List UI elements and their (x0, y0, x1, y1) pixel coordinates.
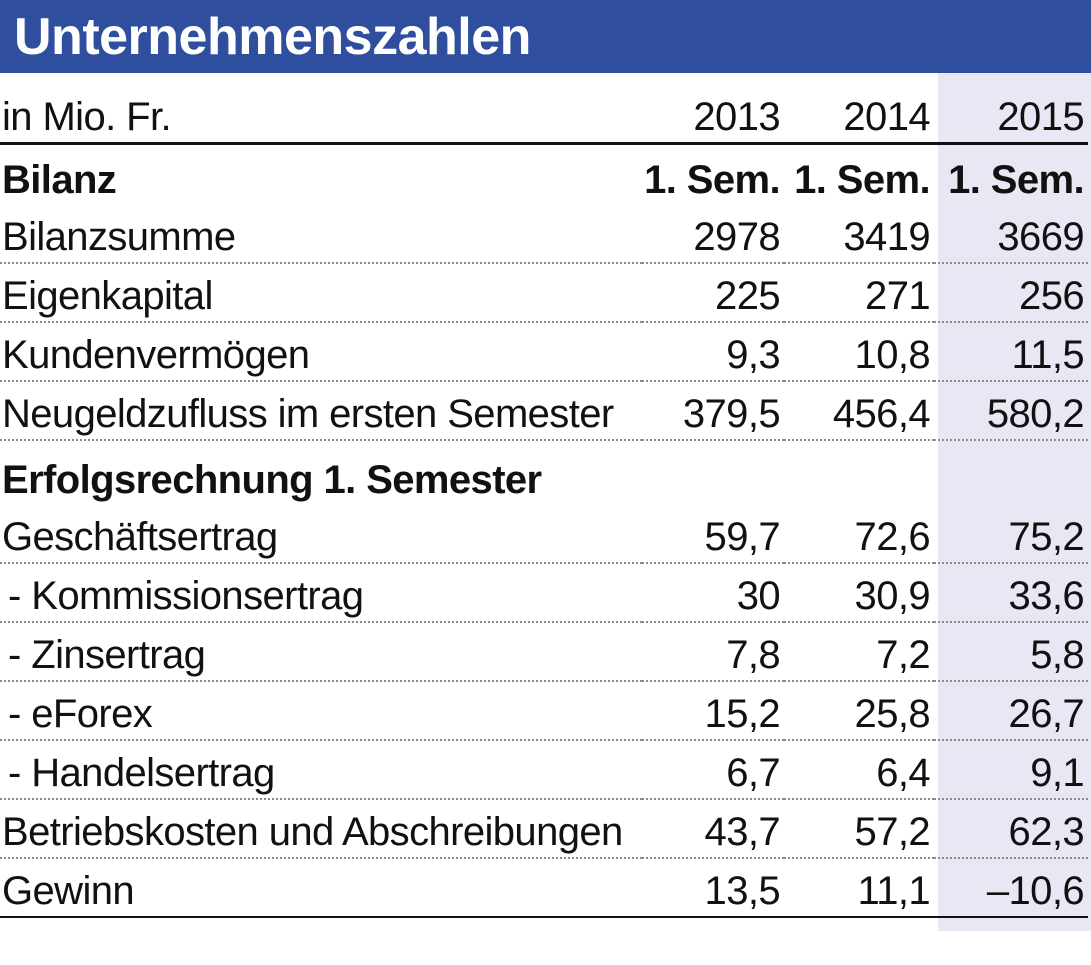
row-label: Eigenkapital (0, 263, 642, 323)
section-heading-bilanz: Bilanz (2, 158, 117, 202)
cell-value: 5,8 (934, 622, 1088, 682)
row-label: Neugeldzufluss im ersten Semester (0, 381, 642, 441)
row-label: - eForex (0, 681, 642, 741)
cell-value: 9,3 (642, 322, 784, 382)
cell-value: 25,8 (784, 681, 934, 741)
section-heading-erfolgsrechnung: Erfolgsrechnung 1. Semester (2, 458, 542, 502)
row-label: Gewinn (0, 858, 642, 918)
table-row: Kundenvermögen 9,3 10,8 11,5 (0, 322, 1088, 382)
cell-value: 256 (934, 263, 1088, 323)
year-header-row: in Mio. Fr. 2013 2014 2015 (0, 86, 1088, 145)
page-title: Unternehmenszahlen (14, 8, 531, 66)
cell-value: 2978 (642, 205, 784, 264)
table-row: - eForex 15,2 25,8 26,7 (0, 681, 1088, 741)
row-label: Betriebskosten und Abschreibungen (0, 799, 642, 859)
empty-cell (934, 440, 1088, 505)
cell-value: 7,2 (784, 622, 934, 682)
cell-value: 580,2 (934, 381, 1088, 441)
erfolgsrechnung-header-row: Erfolgsrechnung 1. Semester (0, 440, 1088, 505)
year-header: 2014 (784, 86, 934, 145)
table-row: - Kommissionsertrag 30 30,9 33,6 (0, 563, 1088, 623)
cell-value: 3669 (934, 205, 1088, 264)
table-row: - Zinsertrag 7,8 7,2 5,8 (0, 622, 1088, 682)
table-row: Neugeldzufluss im ersten Semester 379,5 … (0, 381, 1088, 441)
cell-value: 9,1 (934, 740, 1088, 800)
period-header: 1. Sem. (644, 158, 780, 202)
table-row: Betriebskosten und Abschreibungen 43,7 5… (0, 799, 1088, 859)
cell-value: 75,2 (934, 505, 1088, 564)
cell-value: 379,5 (642, 381, 784, 441)
cell-value: 3419 (784, 205, 934, 264)
cell-value: 15,2 (642, 681, 784, 741)
cell-value: 57,2 (784, 799, 934, 859)
cell-value: 10,8 (784, 322, 934, 382)
cell-value: 33,6 (934, 563, 1088, 623)
row-label: Bilanzsumme (0, 205, 642, 264)
cell-value: 62,3 (934, 799, 1088, 859)
cell-value: 72,6 (784, 505, 934, 564)
cell-value: –10,6 (934, 858, 1088, 918)
row-label: - Handelsertrag (0, 740, 642, 800)
row-label: Geschäftsertrag (0, 505, 642, 564)
cell-value: 7,8 (642, 622, 784, 682)
table-row: Geschäftsertrag 59,7 72,6 75,2 (0, 505, 1088, 564)
cell-value: 11,5 (934, 322, 1088, 382)
table-row: Bilanzsumme 2978 3419 3669 (0, 205, 1088, 264)
table-row: Gewinn 13,5 11,1 –10,6 (0, 858, 1088, 918)
table-row: - Handelsertrag 6,7 6,4 9,1 (0, 740, 1088, 800)
cell-value: 6,4 (784, 740, 934, 800)
cell-value: 271 (784, 263, 934, 323)
cell-value: 26,7 (934, 681, 1088, 741)
row-label: - Kommissionsertrag (0, 563, 642, 623)
cell-value: 13,5 (642, 858, 784, 918)
row-label: Kundenvermögen (0, 322, 642, 382)
table-row: Eigenkapital 225 271 256 (0, 263, 1088, 323)
bilanz-header-row: Bilanz 1. Sem. 1. Sem. 1. Sem. (0, 144, 1088, 206)
cell-value: 11,1 (784, 858, 934, 918)
financial-table: in Mio. Fr. 2013 2014 2015 Bilanz 1. Sem… (0, 86, 1088, 918)
period-header: 1. Sem. (794, 158, 930, 202)
cell-value: 30 (642, 563, 784, 623)
row-label: - Zinsertrag (0, 622, 642, 682)
title-bar: Unternehmenszahlen (0, 0, 1091, 73)
cell-value: 30,9 (784, 563, 934, 623)
cell-value: 59,7 (642, 505, 784, 564)
year-header: 2013 (642, 86, 784, 145)
cell-value: 225 (642, 263, 784, 323)
year-header: 2015 (934, 86, 1088, 145)
cell-value: 43,7 (642, 799, 784, 859)
cell-value: 6,7 (642, 740, 784, 800)
period-header: 1. Sem. (948, 158, 1084, 202)
unit-label: in Mio. Fr. (0, 86, 642, 145)
cell-value: 456,4 (784, 381, 934, 441)
